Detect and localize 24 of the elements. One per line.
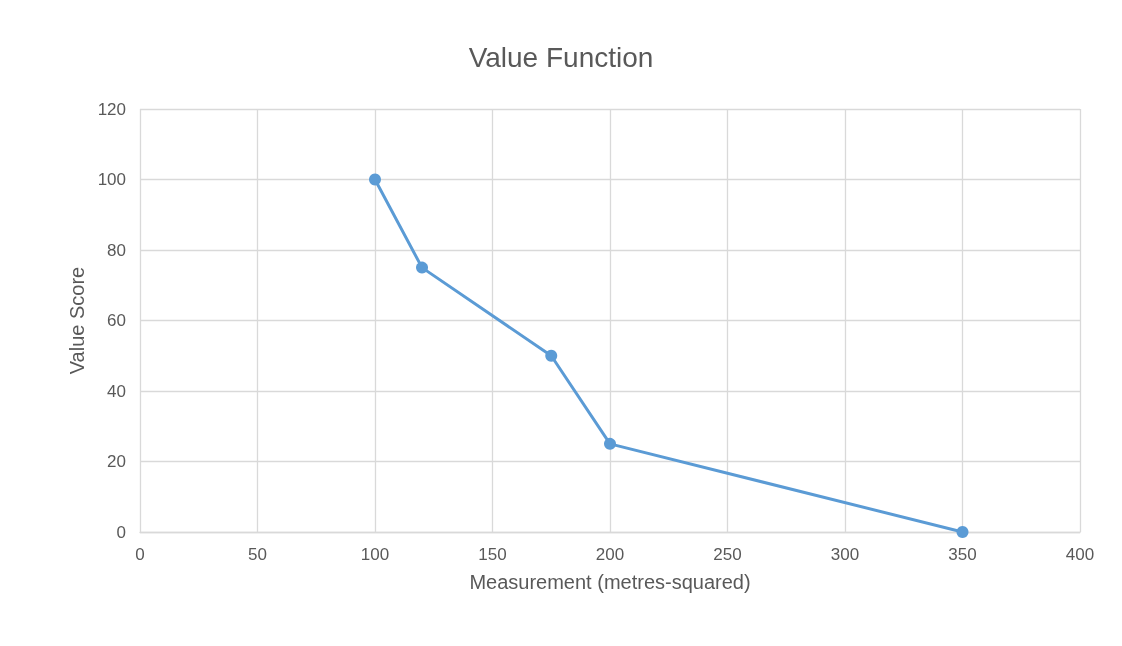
- y-tick-label: 120: [97, 99, 126, 119]
- x-axis-title: Measurement (metres-squared): [469, 571, 751, 593]
- y-tick-label: 80: [107, 240, 126, 260]
- x-tick-label: 300: [830, 545, 860, 564]
- point: [604, 437, 616, 450]
- y-tick-label: 20: [107, 452, 126, 471]
- x-tick-label: 400: [1065, 545, 1095, 564]
- x-tick-label: 50: [248, 545, 267, 564]
- point: [369, 173, 381, 186]
- x-tick-label: 200: [595, 545, 625, 564]
- y-tick-label: 40: [107, 381, 126, 401]
- x-tick-label: 150: [478, 545, 507, 564]
- x-tick-label: 250: [713, 545, 742, 564]
- y-axis-title: Value Score: [65, 266, 88, 375]
- x-tick-label: 350: [948, 545, 977, 564]
- y-tick-label: 60: [107, 311, 126, 330]
- y-tick-label: 0: [116, 522, 126, 542]
- point: [956, 526, 969, 538]
- y-tick-label: 100: [97, 170, 126, 189]
- x-tick-label: 0: [135, 545, 145, 564]
- chart-title: Value Function: [468, 41, 654, 73]
- x-tick-label: 100: [360, 545, 390, 564]
- point: [416, 261, 428, 274]
- point: [545, 349, 558, 362]
